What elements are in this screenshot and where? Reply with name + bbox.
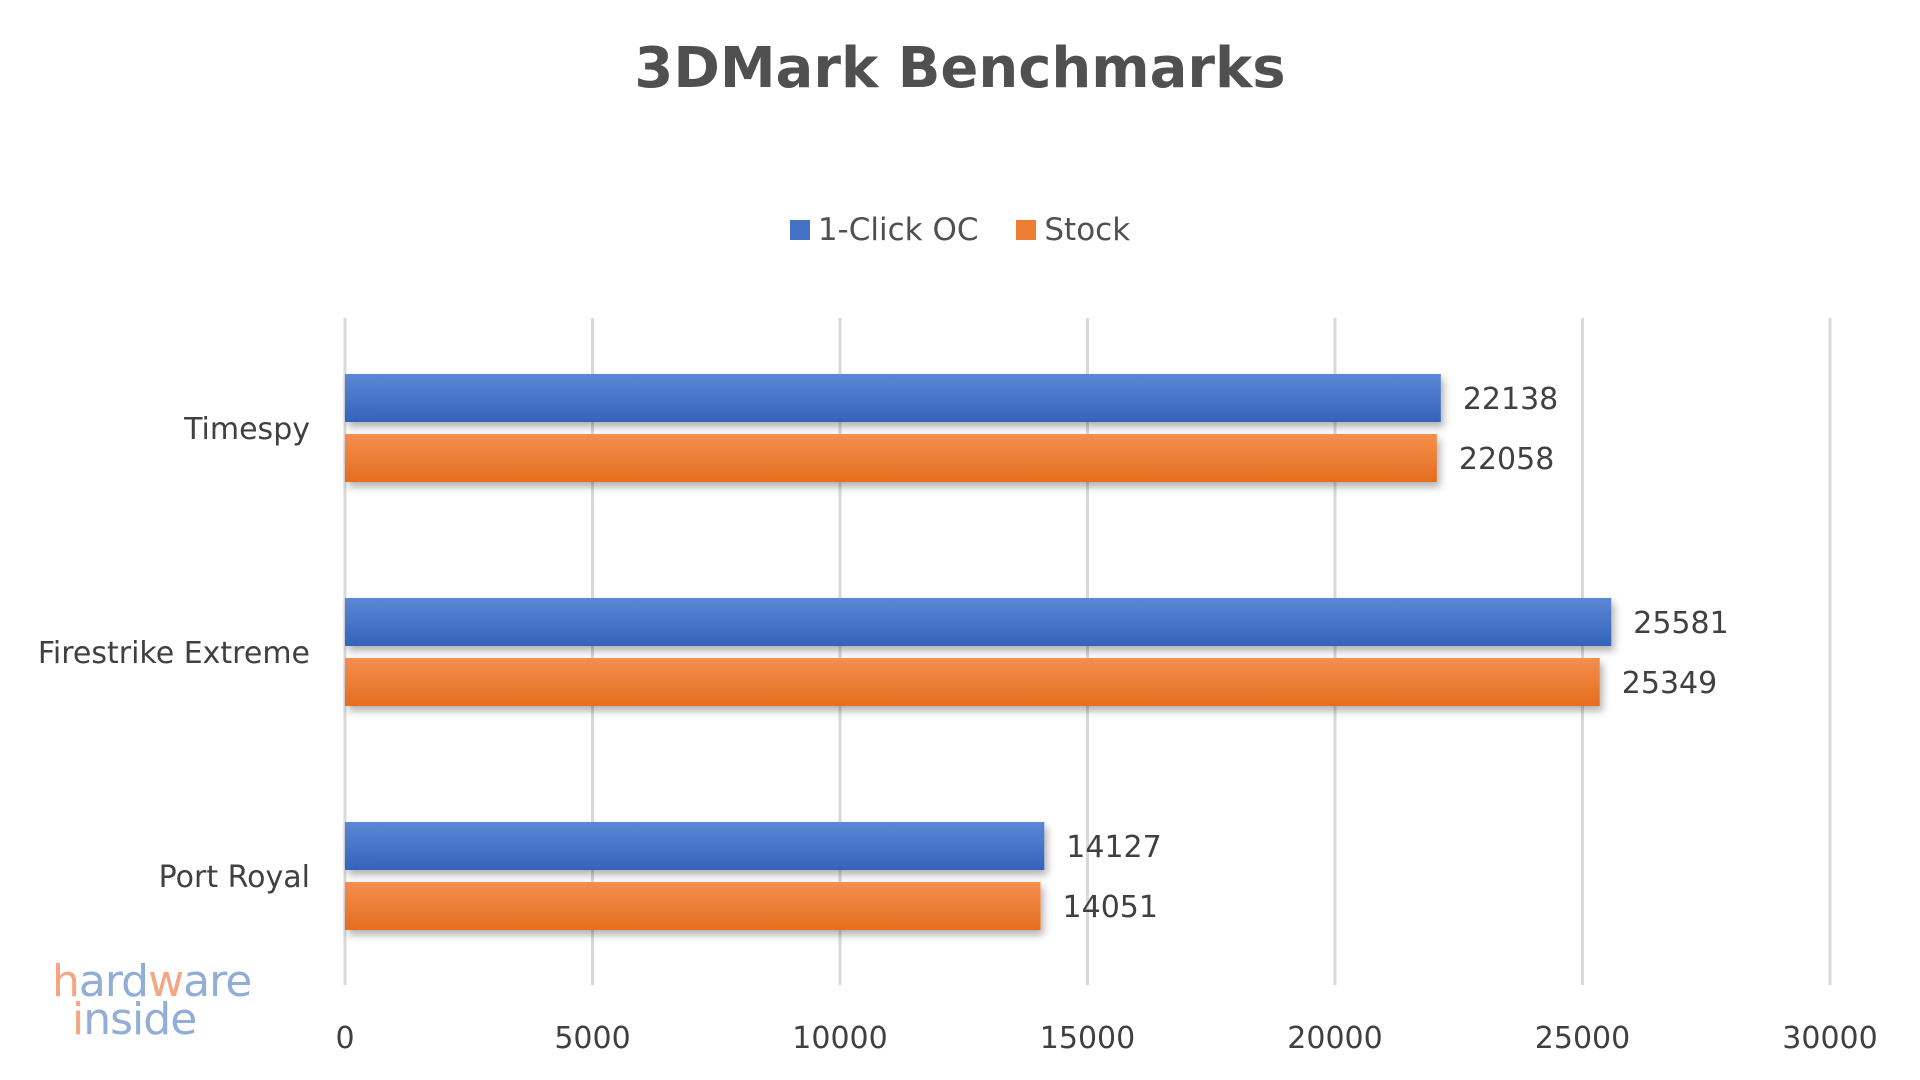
x-tick-label: 30000 <box>1782 1021 1877 1056</box>
svg-text:hardware: hardware <box>52 958 251 1007</box>
legend-item-oc: 1-Click OC <box>789 212 979 248</box>
bar-stock <box>345 882 1041 930</box>
bar-stock <box>345 434 1437 482</box>
category-label: Timespy <box>183 412 310 447</box>
legend-item-stock: Stock <box>1016 212 1130 248</box>
x-tick-label: 15000 <box>1040 1021 1135 1056</box>
category-label: Firestrike Extreme <box>38 636 310 671</box>
bar-oc <box>345 374 1441 422</box>
category-label: Port Royal <box>159 860 310 895</box>
legend-swatch <box>1016 220 1037 240</box>
chart-title: 3DMark Benchmarks <box>634 36 1286 101</box>
data-label: 25349 <box>1622 666 1717 701</box>
legend: 1-Click OC Stock <box>0 212 1920 248</box>
x-tick-label: 25000 <box>1535 1021 1630 1056</box>
x-tick-label: 5000 <box>554 1021 630 1056</box>
legend-label: Stock <box>1044 212 1131 248</box>
x-tick-label: 10000 <box>792 1021 887 1056</box>
legend-swatch <box>789 220 810 240</box>
data-label: 14127 <box>1066 830 1161 865</box>
bar-stock <box>345 658 1600 706</box>
x-tick-label: 0 <box>335 1021 354 1056</box>
data-label: 25581 <box>1633 606 1728 641</box>
svg-text:inside: inside <box>72 994 196 1038</box>
legend-label: 1-Click OC <box>817 212 979 248</box>
data-label: 14051 <box>1063 890 1158 925</box>
data-label: 22138 <box>1463 382 1558 417</box>
bar-oc <box>345 822 1045 870</box>
hardware-inside-logo: hardware inside <box>52 958 252 1038</box>
data-label: 22058 <box>1459 442 1554 477</box>
x-tick-label: 20000 <box>1287 1021 1382 1056</box>
bar-oc <box>345 598 1612 646</box>
